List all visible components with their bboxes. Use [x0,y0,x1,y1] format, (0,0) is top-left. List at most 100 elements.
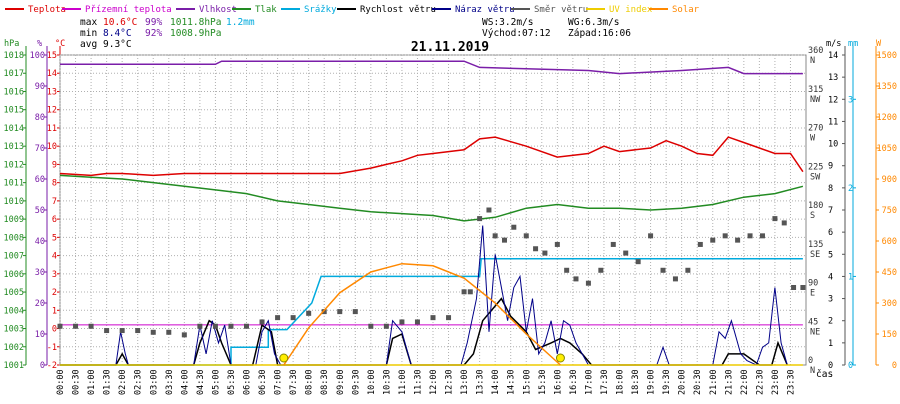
axis-label-hum-10: 100 [30,51,45,61]
axis-label-solar-7: 1050 [877,144,897,154]
marker-sunrise [279,353,289,363]
x-tick-label-16: 08:00 [305,369,315,395]
legend-label-5: Rychlost větru [360,5,436,15]
wind-dir-point-45 [660,267,666,273]
stat-min-hum: 92% [145,28,162,39]
axis-unit-wind: m/s [826,39,841,49]
dir-name-2: E [810,289,815,299]
wind-dir-point-28 [477,216,483,222]
x-tick-label-32: 16:00 [553,369,563,395]
x-tick-label-31: 15:30 [538,369,548,395]
wind-dir-point-13 [259,319,265,325]
stat-max-hum: 99% [145,17,162,28]
wind-dir-point-21 [383,323,389,329]
axis-label-press-9: 1010 [4,197,24,207]
x-tick-label-25: 12:30 [445,369,455,395]
wind-dir-point-11 [228,323,234,329]
x-axis: 00:00 00:30 01:00 01:30 02:00 02:30 03:00 03:30… [56,369,796,395]
wind-dir-point-10 [212,323,218,329]
axis-label-temp-6: 4 [52,252,57,262]
x-tick-label-37: 18:30 [631,369,641,395]
wind-dir-point-46 [672,276,678,282]
dir-name-6: W [810,134,816,144]
axis-label-hum-3: 30 [35,268,45,278]
dir-name-4: S [810,211,815,221]
axis-label-hum-0: 0 [40,361,45,371]
axis-label-rain-2: 2 [848,184,853,194]
axis-label-temp-11: 9 [52,160,57,170]
marker-sunset [555,353,565,363]
stat-max-temp: 10.6°C [103,17,137,28]
axis-unit-temp: °C [55,39,65,49]
axis-label-temp-1: -1 [47,343,57,353]
wind-dir-point-7 [166,329,172,335]
wind-dir-point-55 [781,220,787,226]
wind-dir-point-36 [554,241,560,247]
wind-dir-point-26 [461,289,467,295]
x-tick-label-21: 10:30 [382,369,392,395]
stat-wg: WG:6.3m/s [568,17,619,28]
legend: Teplota Přízemní teplota Vlhkost Tlak Srážky… [5,5,700,15]
axis-label-press-5: 1006 [4,270,24,280]
axis-label-wind-2: 2 [828,317,833,327]
x-tick-label-29: 14:30 [507,369,517,395]
dir-name-0: N [810,366,815,376]
axis-label-temp-13: 11 [47,124,57,134]
series-layer [57,60,806,366]
x-axis-label: čas [816,369,833,380]
axis-label-press-17: 1018 [4,51,24,61]
axis-label-wind-10: 10 [828,140,838,150]
x-tick-label-47: 23:30 [786,369,796,395]
axis-label-solar-3: 450 [882,268,897,278]
axis-label-press-10: 1011 [4,179,24,189]
axis-label-press-7: 1008 [4,233,24,243]
axis-label-solar-6: 900 [882,175,897,185]
wind-dir-point-12 [244,323,249,329]
dir-name-1: NE [810,327,820,337]
legend-label-9: Solar [672,5,700,15]
axis-label-solar-9: 1350 [877,82,897,92]
wind-dir-point-2 [88,323,94,329]
axis-label-solar-8: 1200 [877,113,897,123]
x-tick-label-8: 04:00 [180,369,190,395]
x-tick-label-36: 18:00 [616,369,626,395]
stat-ws: WS:3.2m/s [482,17,533,28]
wind-dir-point-20 [368,323,374,329]
x-tick-label-7: 03:30 [165,369,175,395]
wind-dir-point-41 [610,241,616,247]
dir-deg-8: 360 [808,46,823,56]
x-tick-label-22: 11:00 [398,369,408,395]
wind-dir-point-44 [648,233,654,239]
wind-dir-point-5 [135,328,141,334]
stat-max-press: 1011.8hPa [170,17,221,28]
series-line-6 [60,225,788,366]
axis-unit-hum: % [37,39,42,49]
x-tick-label-19: 09:30 [351,369,361,395]
x-tick-label-33: 16:30 [569,369,579,395]
axis-label-temp-7: 5 [52,233,57,243]
wind-dir-point-14 [275,315,281,321]
legend-label-2: Vlhkost [199,5,237,15]
axis-label-solar-0: 0 [892,361,897,371]
axis-label-wind-3: 3 [828,295,833,305]
x-tick-label-28: 14:00 [491,369,501,395]
x-tick-label-2: 01:00 [87,369,97,395]
axis-label-press-16: 1017 [4,69,24,79]
wind-dir-point-29 [486,207,492,213]
legend-label-7: Směr větru [534,5,588,15]
x-tick-label-44: 22:00 [740,369,750,395]
axis-label-temp-16: 14 [47,69,57,79]
axis-label-hum-4: 40 [35,237,45,247]
stat-sunrise: Východ:07:12 [482,28,551,39]
legend-label-3: Tlak [255,5,277,15]
stat-avg-label: avg [80,39,97,50]
dir-name-7: NW [810,95,821,105]
wind-dir-point-3 [104,328,110,334]
stat-total-rain: 1.2mm [226,17,255,28]
axis-unit-press: hPa [4,39,19,49]
axis-label-press-2: 1003 [4,325,24,335]
wind-dir-point-1 [73,323,79,329]
x-tick-label-10: 05:00 [211,369,221,395]
axis-label-solar-1: 150 [882,330,897,340]
x-tick-label-46: 23:00 [771,369,781,395]
